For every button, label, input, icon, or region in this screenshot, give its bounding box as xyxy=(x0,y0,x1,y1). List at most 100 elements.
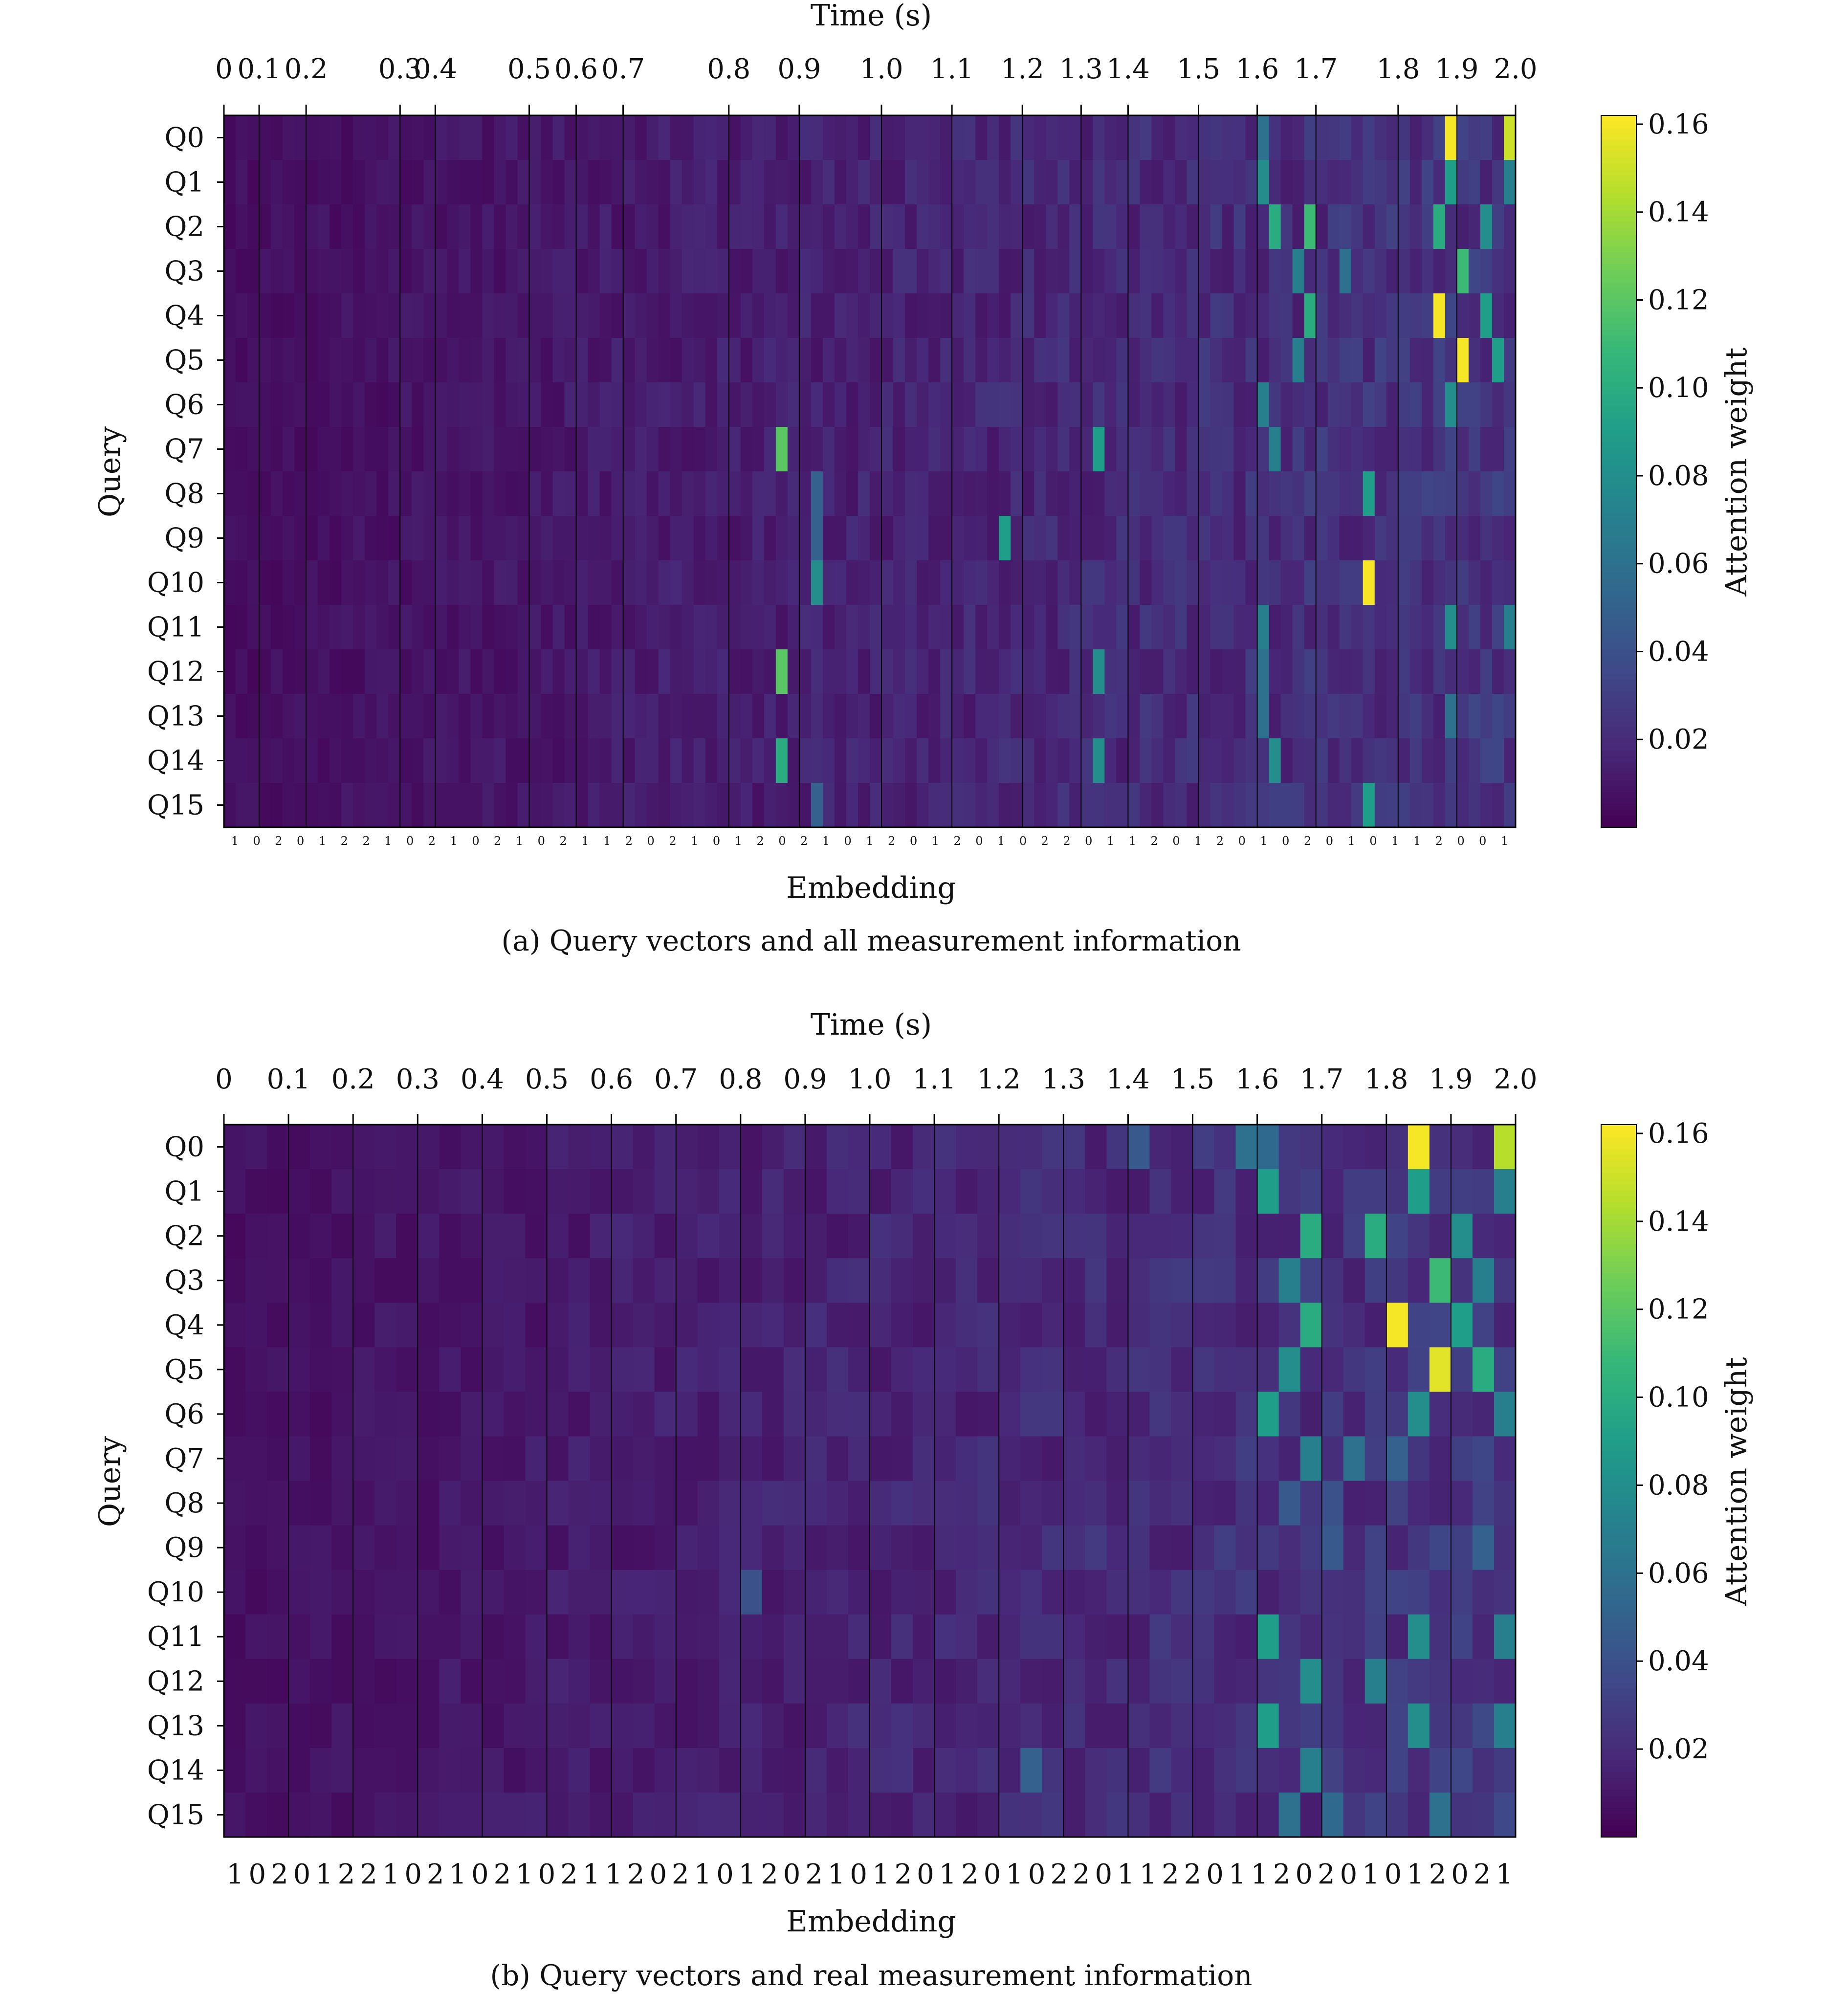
heatmap-cell xyxy=(376,738,389,783)
query-tick-label: Q7 xyxy=(164,434,204,465)
colorbar-segment xyxy=(1601,1166,1636,1173)
heatmap-cell xyxy=(1292,249,1305,294)
heatmap-cell xyxy=(740,1214,763,1259)
heatmap-cell xyxy=(400,694,412,739)
heatmap-cell xyxy=(517,783,530,828)
embedding-tick-label: 0 xyxy=(538,1859,556,1890)
heatmap-cell xyxy=(1374,338,1387,383)
heatmap-cell xyxy=(928,471,941,516)
heatmap-cell xyxy=(1210,605,1223,650)
heatmap-cell xyxy=(376,783,389,828)
heatmap-cell xyxy=(917,783,929,828)
heatmap-cell xyxy=(956,1347,978,1392)
heatmap-cell xyxy=(717,115,729,160)
heatmap-cell xyxy=(676,1258,698,1303)
heatmap-cell xyxy=(1128,1792,1150,1838)
heatmap-cell xyxy=(762,1347,784,1392)
heatmap-cell xyxy=(1292,427,1305,472)
embedding-tick-label: 0 xyxy=(1019,834,1027,848)
colorbar-segment xyxy=(1601,471,1636,478)
colorbar-segment xyxy=(1601,1190,1636,1196)
heatmap-cell xyxy=(846,427,858,472)
colorbar-segment xyxy=(1601,145,1636,152)
heatmap-cell xyxy=(1374,605,1387,650)
heatmap-cell xyxy=(1386,471,1399,516)
heatmap-cell xyxy=(267,1792,289,1838)
heatmap-cell xyxy=(705,204,718,249)
heatmap-cell xyxy=(1421,338,1434,383)
heatmap-cell xyxy=(1304,115,1317,160)
heatmap-cell xyxy=(1433,160,1446,205)
heatmap-cell xyxy=(826,1481,849,1526)
embedding-tick-label: 2 xyxy=(756,834,764,848)
heatmap-cell xyxy=(893,427,905,472)
heatmap-cell xyxy=(1085,1125,1107,1170)
heatmap-cell xyxy=(848,1303,870,1348)
heatmap-cell xyxy=(1081,427,1093,472)
heatmap-cell xyxy=(1192,1303,1215,1348)
heatmap-cell xyxy=(1280,605,1293,650)
time-tick-label: 1.6 xyxy=(1235,53,1279,85)
heatmap-cell xyxy=(1175,783,1188,828)
heatmap-cell xyxy=(740,560,753,605)
embedding-tick-label: 0 xyxy=(1238,834,1246,848)
heatmap-cell xyxy=(310,1125,332,1170)
embedding-tick-label: 1 xyxy=(1229,1859,1246,1890)
heatmap-cell xyxy=(459,605,471,650)
heatmap-cell xyxy=(1257,204,1270,249)
heatmap-cell xyxy=(1235,1614,1258,1660)
heatmap-cell xyxy=(294,160,307,205)
heatmap-cell xyxy=(564,160,577,205)
heatmap-cell xyxy=(459,160,471,205)
heatmap-cell xyxy=(682,115,694,160)
heatmap-cell xyxy=(719,1436,741,1482)
heatmap-cell xyxy=(1057,293,1070,338)
heatmap-cell xyxy=(1128,115,1141,160)
heatmap-cell xyxy=(1316,204,1328,249)
heatmap-cell xyxy=(564,605,577,650)
heatmap-cell xyxy=(826,1436,849,1482)
heatmap-cell xyxy=(1163,115,1176,160)
heatmap-cell xyxy=(1408,1748,1430,1793)
heatmap-cell xyxy=(529,249,542,294)
heatmap-cell xyxy=(848,1792,870,1838)
colorbar-tick-label: 0.08 xyxy=(1648,1469,1709,1501)
heatmap-cell xyxy=(623,516,636,561)
heatmap-cell xyxy=(987,783,999,828)
heatmap-cell xyxy=(646,694,659,739)
time-tick-label: 1.8 xyxy=(1376,53,1420,85)
heatmap-cell xyxy=(1187,427,1199,472)
heatmap-cell xyxy=(1081,738,1093,783)
heatmap-cell xyxy=(740,471,753,516)
heatmap-cell xyxy=(259,471,271,516)
heatmap-cell xyxy=(1433,738,1446,783)
time-tick-label: 0.6 xyxy=(554,53,598,85)
heatmap-cell xyxy=(288,1614,310,1660)
heatmap-cell xyxy=(1300,1525,1322,1571)
time-tick-label: 1.0 xyxy=(859,53,903,85)
time-tick-label: 1.5 xyxy=(1177,53,1220,85)
embedding-tick-label: 0 xyxy=(783,1859,801,1890)
heatmap-cell xyxy=(633,1347,655,1392)
heatmap-cell xyxy=(1034,516,1046,561)
heatmap-cell xyxy=(318,516,330,561)
heatmap-cell xyxy=(1042,1748,1064,1793)
heatmap-cell xyxy=(447,471,459,516)
heatmap-cell xyxy=(783,1570,806,1615)
heatmap-cell xyxy=(1233,382,1246,427)
heatmap-cell xyxy=(787,382,800,427)
heatmap-cell xyxy=(547,1347,569,1392)
heatmap-cell xyxy=(1245,516,1258,561)
heatmap-cell xyxy=(870,783,882,828)
heatmap-cell xyxy=(552,783,565,828)
heatmap-cell xyxy=(1149,1347,1172,1392)
heatmap-cell xyxy=(494,160,506,205)
heatmap-cell xyxy=(1300,1347,1322,1392)
panel-a: Time (s) 0 0.1 0.2 0.30.4 0.5 0.6 0.7 0.8 0.9 1.0… xyxy=(93,0,1754,957)
heatmap-cell xyxy=(1364,1748,1387,1793)
heatmap-cell xyxy=(1042,1392,1064,1437)
heatmap-cell xyxy=(306,605,318,650)
heatmap-cell xyxy=(310,1570,332,1615)
heatmap-cell xyxy=(331,1792,353,1838)
